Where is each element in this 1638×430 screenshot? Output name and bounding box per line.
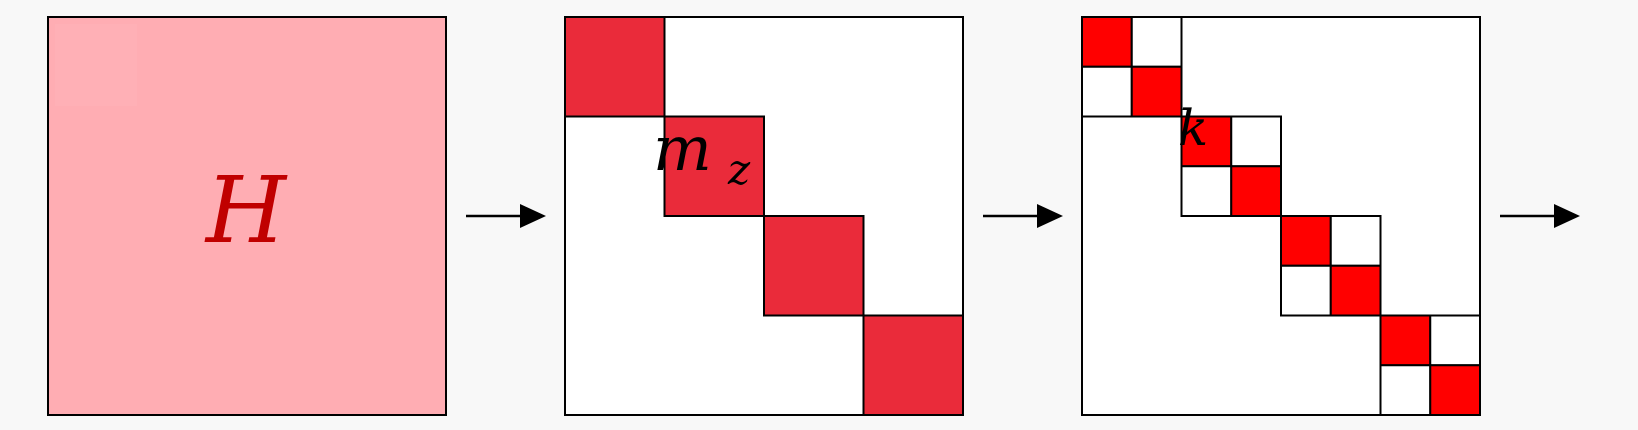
k-diagonal-blocks (1081, 16, 1481, 416)
mz-block-4 (862, 314, 964, 416)
matrix-label-H: H (204, 157, 288, 264)
k-block-2-2-2 (1230, 165, 1282, 217)
k-block-4-1-1 (1379, 314, 1432, 367)
panel-block-matrix-k: k (1081, 16, 1481, 416)
arrow-1 (466, 204, 546, 228)
arrow-3 (1500, 204, 1580, 228)
mz-block-3 (763, 215, 865, 317)
mz-block-1 (564, 16, 666, 118)
k-empty-block-1-1-2 (1130, 16, 1183, 68)
matrix-label-subscript-z: z (727, 145, 751, 194)
mz-block-2 (663, 115, 765, 217)
k-block-1-1-1 (1081, 16, 1133, 68)
arrow-2 (983, 204, 1063, 228)
k-empty-block-2-1-2 (1230, 115, 1282, 168)
mz-diagonal-blocks (564, 16, 964, 416)
k-empty-block-1-2-1 (1081, 65, 1133, 118)
panel-full-matrix: H (47, 16, 447, 416)
k-empty-block-4-1-2 (1429, 314, 1481, 367)
k-empty-block-2-2-1 (1180, 165, 1233, 217)
k-block-1-2-2 (1130, 65, 1183, 118)
k-empty-block-4-2-1 (1379, 364, 1432, 416)
matrix-label-k: k (1178, 99, 1208, 157)
k-block-3-2-2 (1329, 264, 1382, 317)
k-block-3-1-1 (1280, 215, 1332, 267)
k-empty-block-3-1-2 (1329, 215, 1382, 267)
full-matrix-highlight (55, 24, 137, 106)
k-empty-block-3-2-1 (1280, 264, 1332, 317)
matrix-label-m: m (653, 112, 712, 185)
k-block-4-2-2 (1429, 364, 1481, 416)
